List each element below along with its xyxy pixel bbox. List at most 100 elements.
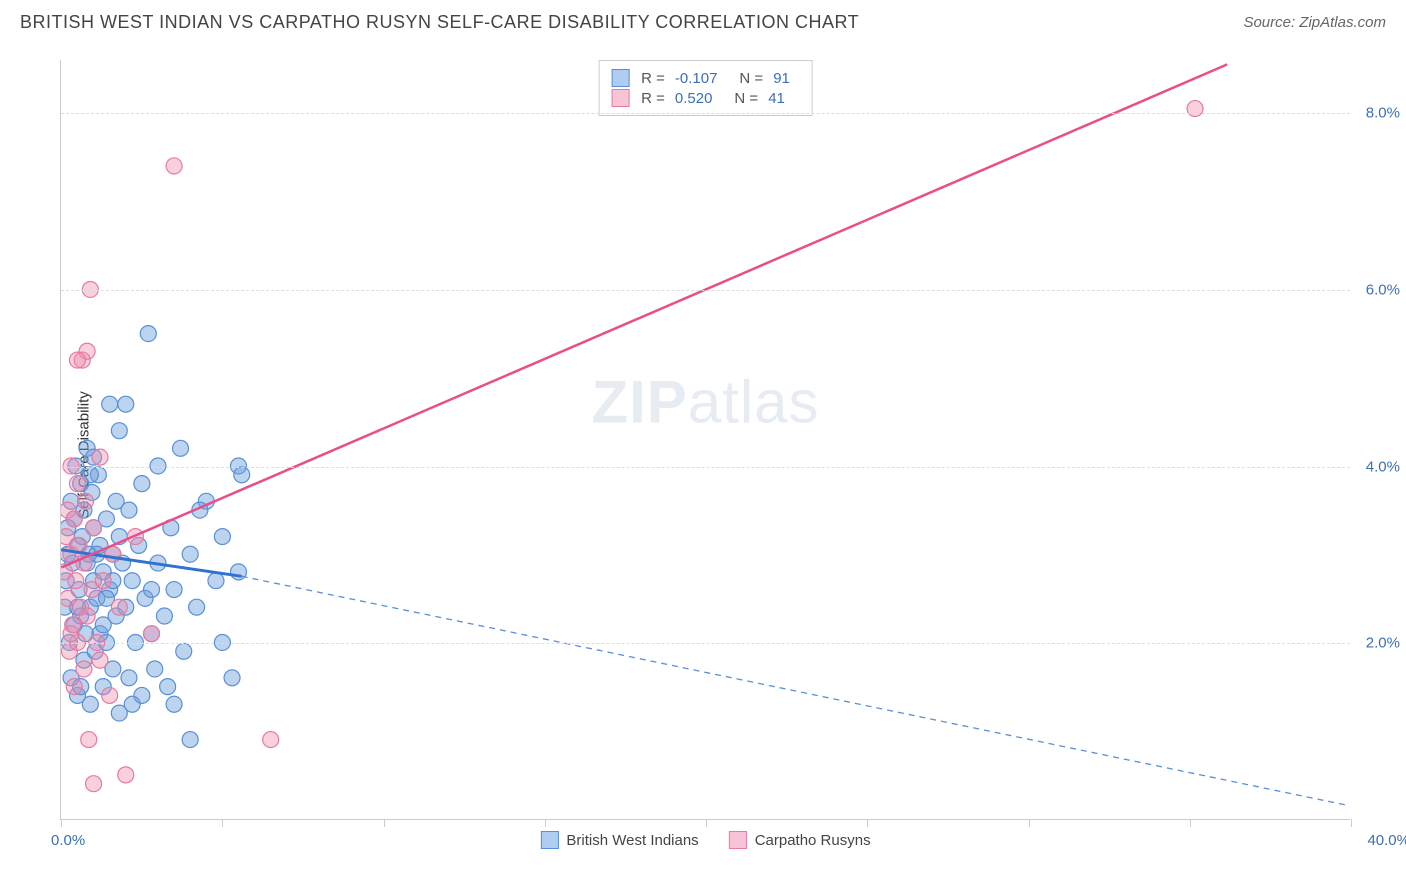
data-point bbox=[61, 520, 76, 536]
data-point bbox=[111, 705, 127, 721]
x-tick bbox=[1190, 819, 1191, 827]
data-point bbox=[61, 529, 74, 545]
data-point bbox=[1187, 101, 1203, 117]
data-point bbox=[115, 555, 131, 571]
data-point bbox=[73, 476, 89, 492]
chart-svg bbox=[61, 60, 1350, 819]
data-point bbox=[95, 564, 111, 580]
x-tick bbox=[1351, 819, 1352, 827]
data-point bbox=[79, 608, 95, 624]
data-point bbox=[74, 529, 90, 545]
data-point bbox=[111, 529, 127, 545]
data-point bbox=[82, 696, 98, 712]
data-point bbox=[231, 564, 247, 580]
data-point bbox=[68, 573, 84, 589]
data-point bbox=[140, 326, 156, 342]
data-point bbox=[86, 776, 102, 792]
data-point bbox=[98, 590, 114, 606]
chart-title: BRITISH WEST INDIAN VS CARPATHO RUSYN SE… bbox=[20, 12, 859, 33]
grid-line bbox=[61, 643, 1350, 644]
data-point bbox=[81, 732, 97, 748]
data-point bbox=[86, 449, 102, 465]
grid-line bbox=[61, 113, 1350, 114]
data-point bbox=[79, 343, 95, 359]
data-point bbox=[63, 670, 79, 686]
data-point bbox=[189, 599, 205, 615]
data-point bbox=[198, 493, 214, 509]
series-legend-item: British West Indians bbox=[540, 831, 698, 849]
data-point bbox=[105, 573, 121, 589]
data-point bbox=[73, 608, 89, 624]
data-point bbox=[69, 537, 85, 553]
legend-swatch bbox=[540, 831, 558, 849]
data-point bbox=[105, 546, 121, 562]
data-point bbox=[137, 590, 153, 606]
data-point bbox=[111, 599, 127, 615]
data-point bbox=[234, 467, 250, 483]
data-point bbox=[86, 520, 102, 536]
data-point bbox=[82, 467, 98, 483]
data-point bbox=[208, 573, 224, 589]
data-point bbox=[124, 573, 140, 589]
data-point bbox=[79, 555, 95, 571]
data-point bbox=[69, 352, 85, 368]
data-point bbox=[102, 687, 118, 703]
data-point bbox=[76, 661, 92, 677]
source-attribution: Source: ZipAtlas.com bbox=[1243, 14, 1386, 31]
data-point bbox=[61, 546, 76, 562]
stats-legend-row: R =0.520N =41 bbox=[611, 89, 800, 107]
data-point bbox=[71, 582, 87, 598]
data-point bbox=[66, 511, 82, 527]
data-point bbox=[84, 484, 100, 500]
data-point bbox=[263, 732, 279, 748]
data-point bbox=[69, 687, 85, 703]
grid-line bbox=[61, 290, 1350, 291]
data-point bbox=[156, 608, 172, 624]
data-point bbox=[166, 158, 182, 174]
data-point bbox=[192, 502, 208, 518]
data-point bbox=[144, 626, 160, 642]
grid-line bbox=[61, 467, 1350, 468]
y-tick-label: 2.0% bbox=[1366, 635, 1400, 652]
stat-r-label: R = bbox=[641, 70, 665, 87]
stat-n-value: 41 bbox=[768, 90, 785, 107]
data-point bbox=[160, 679, 176, 695]
data-point bbox=[105, 661, 121, 677]
data-point bbox=[150, 555, 166, 571]
data-point bbox=[92, 652, 108, 668]
data-point bbox=[86, 573, 102, 589]
data-point bbox=[127, 529, 143, 545]
data-point bbox=[95, 573, 111, 589]
plot-area: ZIPatlas R =-0.107N =91R =0.520N =41 Bri… bbox=[60, 60, 1350, 820]
x-tick bbox=[384, 819, 385, 827]
data-point bbox=[63, 493, 79, 509]
watermark-bold: ZIP bbox=[591, 368, 687, 435]
x-tick bbox=[222, 819, 223, 827]
data-point bbox=[69, 476, 85, 492]
y-tick-label: 8.0% bbox=[1366, 105, 1400, 122]
data-point bbox=[124, 696, 140, 712]
chart-container: Self-Care Disability ZIPatlas R =-0.107N… bbox=[50, 50, 1390, 860]
data-point bbox=[78, 493, 94, 509]
data-point bbox=[108, 608, 124, 624]
data-point bbox=[65, 617, 81, 633]
data-point bbox=[73, 679, 89, 695]
data-point bbox=[74, 352, 90, 368]
legend-swatch bbox=[729, 831, 747, 849]
data-point bbox=[63, 626, 79, 642]
data-point bbox=[118, 599, 134, 615]
data-point bbox=[61, 643, 77, 659]
data-point bbox=[78, 626, 94, 642]
data-point bbox=[98, 511, 114, 527]
watermark-light: atlas bbox=[688, 368, 820, 435]
data-point bbox=[166, 582, 182, 598]
data-point bbox=[89, 590, 105, 606]
data-point bbox=[66, 679, 82, 695]
stats-legend-row: R =-0.107N =91 bbox=[611, 69, 800, 87]
data-point bbox=[90, 467, 106, 483]
data-point bbox=[82, 599, 98, 615]
data-point bbox=[89, 546, 105, 562]
legend-swatch bbox=[611, 89, 629, 107]
series-name: British West Indians bbox=[566, 832, 698, 849]
data-point bbox=[144, 582, 160, 598]
